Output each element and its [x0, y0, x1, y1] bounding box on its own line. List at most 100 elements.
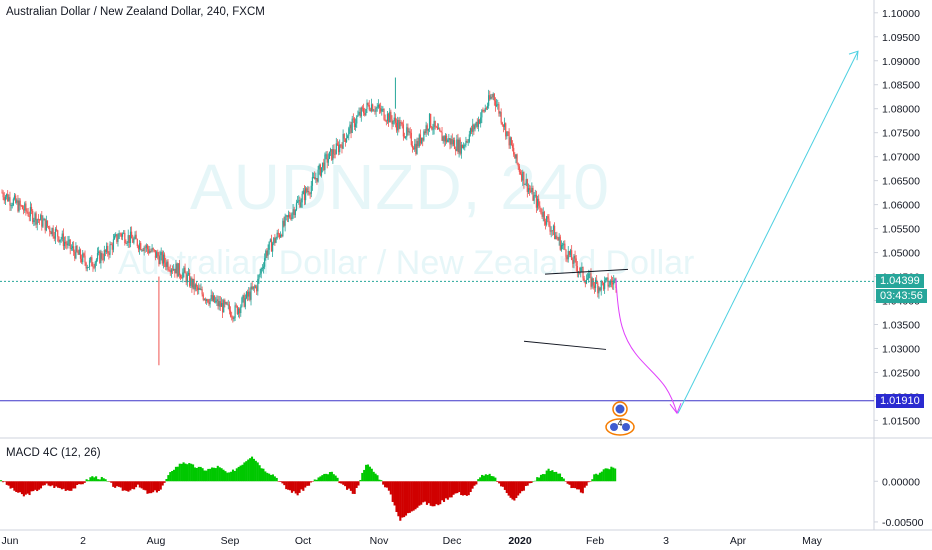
candle-body [463, 145, 465, 149]
candle-body [46, 220, 49, 227]
macd-bar [532, 481, 535, 482]
candle-body [491, 96, 493, 98]
candle-body [444, 135, 447, 142]
candle-body [63, 241, 66, 247]
candle-body [489, 95, 491, 100]
candle-body [73, 246, 75, 252]
macd-bar [557, 473, 560, 482]
candle-body [292, 209, 294, 214]
candle-body [150, 250, 152, 252]
event-flag-icon[interactable] [612, 401, 628, 417]
candle-body [541, 213, 543, 217]
candle-body [90, 257, 92, 261]
macd-bar [237, 466, 240, 482]
candle-body [174, 268, 176, 274]
candle-body [55, 229, 58, 231]
macd-bar [572, 481, 575, 488]
macd-bar [602, 469, 605, 482]
candle-body [398, 119, 400, 129]
macd-bar [353, 481, 356, 494]
candle-body [340, 144, 342, 146]
y-tick-label: 1.06500 [882, 176, 920, 188]
macd-bar [463, 481, 467, 496]
macd-bar [245, 461, 248, 482]
candle-body [229, 310, 232, 317]
macd-bar [264, 471, 267, 482]
macd-bar [184, 463, 187, 482]
macd-bar [85, 479, 88, 482]
candle-body [291, 213, 293, 220]
candle-body [221, 302, 224, 313]
macd-bar [226, 472, 229, 482]
macd-bar [427, 481, 430, 504]
macd-bar [596, 474, 600, 482]
candle-body [309, 193, 311, 195]
macd-bar [247, 459, 250, 482]
macd-bar [439, 481, 442, 505]
candle-body [104, 249, 107, 253]
candle-body [461, 144, 464, 149]
candle-body [65, 241, 67, 244]
macd-bar [441, 481, 444, 501]
candle-body [70, 248, 72, 249]
candle-body [36, 219, 38, 225]
candle-body [428, 113, 431, 129]
macd-bar [47, 481, 50, 486]
macd-bar [311, 481, 314, 482]
candle-body [560, 244, 563, 250]
macd-bar [176, 466, 179, 482]
x-tick-label: Aug [147, 535, 166, 547]
macd-bar [212, 467, 216, 482]
candle-body [368, 105, 370, 110]
candle-body [153, 249, 155, 251]
chart-title: Australian Dollar / New Zealand Dollar, … [6, 6, 265, 18]
name-watermark: Australian Dollar / New Zealand Dollar [118, 244, 695, 282]
macd-bar [490, 476, 493, 482]
macd-bar [300, 481, 303, 490]
candle-body [276, 232, 278, 239]
candle-body [169, 270, 171, 273]
candle-body [283, 220, 285, 226]
macd-bar [382, 481, 385, 485]
macd-bar [173, 469, 176, 482]
candle-body [336, 143, 339, 145]
price-axis: 1.10000 1.09500 1.09000 1.08500 1.08000 1.075… [874, 8, 920, 427]
macd-bar [26, 481, 29, 494]
macd-bar [30, 481, 33, 492]
candle-body [590, 273, 592, 287]
candle-body [166, 261, 168, 267]
macd-bar [448, 481, 451, 498]
macd-bar [127, 481, 130, 492]
event-flag-group-icon[interactable]: 4 [605, 418, 635, 436]
candle-body [374, 110, 376, 112]
candle-body [159, 255, 161, 265]
candle-body [492, 93, 494, 98]
candle-body [605, 278, 607, 281]
candle-body [394, 117, 397, 123]
candle-body [170, 269, 173, 273]
macd-bar [577, 481, 581, 490]
candle-body [594, 279, 597, 289]
candle-body [43, 218, 45, 221]
macd-bar [79, 481, 82, 485]
candle-body [613, 280, 615, 285]
candle-body [333, 149, 335, 155]
y-tick-label: 1.01500 [882, 415, 920, 427]
macd-bar [148, 481, 151, 494]
candle-body [459, 139, 461, 154]
macd-bar [115, 481, 119, 487]
macd-bar [57, 481, 60, 488]
candle-body [433, 120, 435, 130]
candle-body [251, 286, 253, 289]
wedge-upper-line [544, 268, 629, 275]
candle-body [584, 281, 586, 284]
candle-body [417, 141, 419, 147]
macd-bar [275, 477, 278, 482]
candle-body [535, 194, 538, 208]
macd-bar [146, 481, 149, 494]
candle-body [345, 138, 348, 142]
candle-body [390, 111, 392, 120]
candle-body [167, 261, 169, 270]
macd-bar [328, 472, 332, 482]
